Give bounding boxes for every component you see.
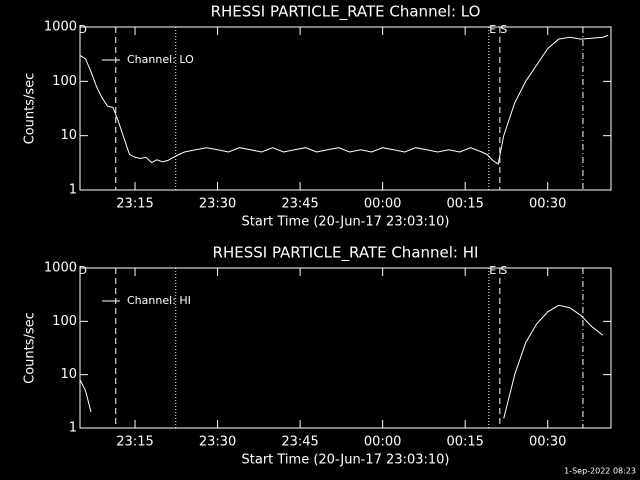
y-tick-label: 10: [60, 367, 77, 382]
data-line: [80, 34, 609, 165]
data-line: [80, 304, 604, 419]
x-tick-label: 23:45: [281, 197, 318, 212]
x-tick-label: 23:30: [199, 197, 236, 212]
footer: 1-Sep-2022 08:23: [564, 467, 636, 476]
event-flag: S: [500, 264, 507, 277]
x-tick-label: 00:30: [529, 197, 566, 212]
legend-label: Channel: HI: [127, 294, 191, 307]
y-tick-label: 1: [69, 183, 77, 198]
x-tick-label: 23:30: [199, 435, 236, 450]
y-tick-label: 1000: [44, 261, 77, 276]
x-tick-label: 23:45: [281, 435, 318, 450]
y-tick-label: 100: [52, 314, 77, 329]
x-tick-label: 00:00: [364, 435, 401, 450]
x-tick-label: 23:15: [116, 435, 153, 450]
legend-label: Channel: LO: [127, 53, 194, 66]
x-tick-label: 00:30: [529, 435, 566, 450]
plot-frame: [79, 267, 612, 429]
y-tick-label: 1: [69, 421, 77, 436]
x-tick-label: 00:15: [446, 435, 483, 450]
y-axis-label: Counts/sec: [23, 73, 38, 145]
x-tick-label: 00:00: [364, 197, 401, 212]
x-tick-label: 00:15: [446, 197, 483, 212]
x-tick-label: 23:15: [116, 197, 153, 212]
event-flag: D: [79, 264, 87, 277]
chart-title: RHESSI PARTICLE_RATE Channel: LO: [211, 3, 481, 22]
x-axis-label: Start Time (20-Jun-17 23:03:10): [242, 453, 450, 468]
panel: RHESSI PARTICLE_RATE Channel: LO Start Ti…: [23, 3, 612, 230]
event-flag: D: [79, 23, 87, 36]
plot-frame: [79, 26, 612, 191]
event-flag: E: [489, 23, 496, 36]
event-flag: E: [489, 264, 496, 277]
panel: RHESSI PARTICLE_RATE Channel: HI Start Ti…: [23, 244, 612, 468]
y-tick-label: 100: [52, 74, 77, 89]
chart-title: RHESSI PARTICLE_RATE Channel: HI: [213, 244, 479, 263]
y-tick-label: 1000: [44, 20, 77, 35]
y-axis-label: Counts/sec: [23, 312, 38, 384]
event-flag: S: [500, 23, 507, 36]
y-tick-label: 10: [60, 128, 77, 143]
x-axis-label: Start Time (20-Jun-17 23:03:10): [242, 215, 450, 230]
